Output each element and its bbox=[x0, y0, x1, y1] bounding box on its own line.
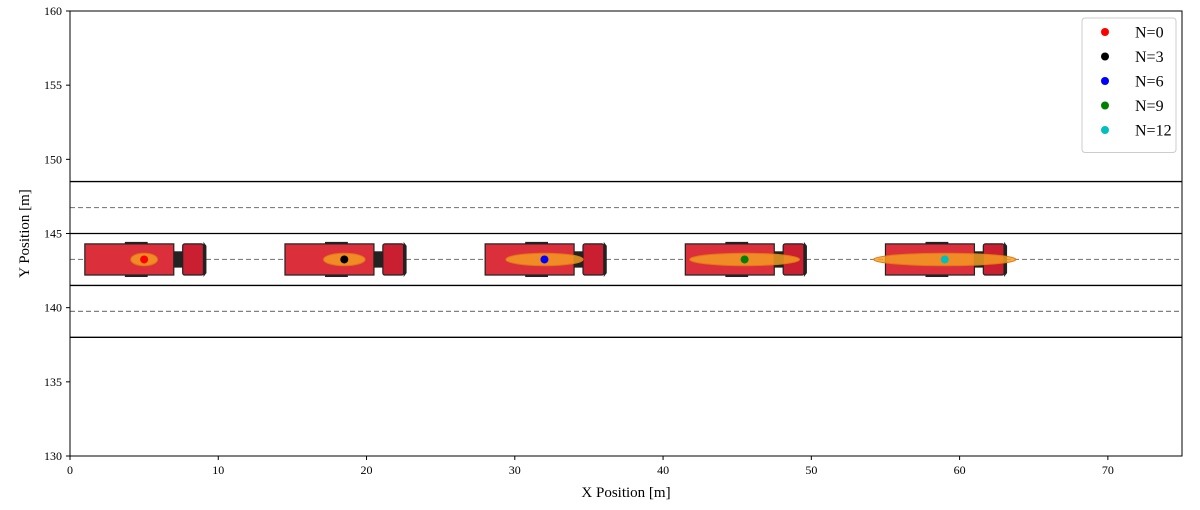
cab-nose bbox=[403, 241, 407, 278]
vehicle-0 bbox=[84, 241, 207, 278]
x-tick-label-1: 10 bbox=[212, 463, 224, 477]
vehicle-1 bbox=[284, 241, 407, 278]
vehicles bbox=[84, 241, 1017, 278]
x-tick-label-5: 50 bbox=[805, 463, 817, 477]
vehicle-4 bbox=[873, 241, 1017, 278]
legend-marker-0 bbox=[1101, 28, 1109, 36]
legend-label-1: N=3 bbox=[1135, 49, 1164, 66]
trailer-body bbox=[84, 243, 175, 276]
legend-marker-1 bbox=[1101, 52, 1109, 61]
y-ticks: 130 135 140 145 150 155 160 bbox=[44, 4, 70, 463]
data-point-0 bbox=[140, 255, 149, 264]
y-tick-label-3: 145 bbox=[44, 227, 62, 241]
lane-markings bbox=[70, 180, 1182, 338]
data-point-1 bbox=[340, 255, 349, 264]
x-axis-label: X Position [m] bbox=[581, 485, 670, 501]
vehicle-2 bbox=[484, 241, 607, 278]
y-tick-label-5: 155 bbox=[44, 78, 62, 92]
y-tick-label-0: 130 bbox=[44, 449, 62, 463]
y-tick-label-1: 135 bbox=[44, 375, 62, 389]
x-tick-label-6: 60 bbox=[954, 463, 966, 477]
x-tick-label-2: 20 bbox=[361, 463, 373, 477]
y-tick-label-4: 150 bbox=[44, 152, 62, 166]
legend-label-4: N=12 bbox=[1135, 123, 1172, 140]
x-ticks: 0 10 20 30 40 50 60 70 bbox=[67, 456, 1114, 477]
x-tick-label-3: 30 bbox=[509, 463, 521, 477]
cab-nose bbox=[603, 241, 607, 278]
x-tick-label-4: 40 bbox=[657, 463, 669, 477]
cab-body bbox=[382, 243, 405, 276]
vehicle-3 bbox=[684, 241, 807, 278]
legend-marker-4 bbox=[1101, 126, 1109, 134]
hitch bbox=[373, 251, 383, 268]
legend-marker-2 bbox=[1101, 77, 1109, 85]
x-tick-label-7: 70 bbox=[1102, 463, 1114, 477]
y-tick-label-2: 140 bbox=[44, 301, 62, 315]
legend-box bbox=[1081, 17, 1177, 153]
data-point-2 bbox=[540, 255, 549, 264]
legend-marker-3 bbox=[1101, 101, 1109, 110]
x-tick-label-0: 0 bbox=[67, 463, 73, 477]
data-point-4 bbox=[940, 255, 949, 264]
hitch bbox=[173, 251, 183, 268]
cab-nose bbox=[203, 241, 207, 278]
y-axis-label: Y Position [m] bbox=[17, 189, 33, 278]
cab-nose bbox=[803, 241, 807, 278]
data-point-3 bbox=[740, 255, 749, 264]
legend: N=0 N=3 N=6 N=9 N=12 bbox=[1081, 17, 1177, 153]
cab-body bbox=[582, 243, 605, 276]
cab-body bbox=[182, 243, 205, 276]
legend-label-3: N=9 bbox=[1135, 98, 1164, 115]
legend-label-0: N=0 bbox=[1135, 25, 1164, 42]
legend-label-2: N=6 bbox=[1135, 74, 1164, 91]
y-tick-label-6: 160 bbox=[44, 4, 62, 18]
